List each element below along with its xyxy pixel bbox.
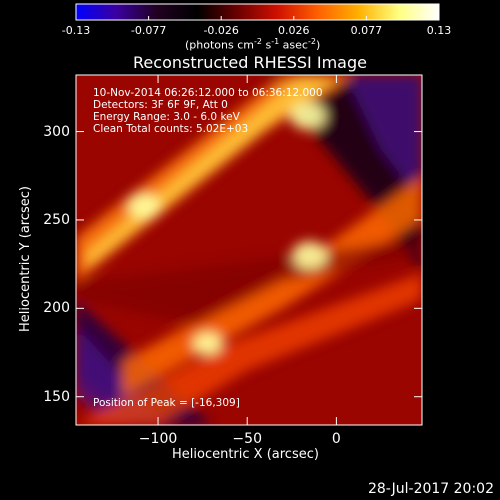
annotation-peak-position: Position of Peak = [-16,309]	[93, 397, 240, 409]
y-tick-label: 150	[43, 388, 70, 405]
heatmap	[76, 75, 422, 425]
footer-date: 28-Jul-2017 20:02	[367, 481, 494, 497]
annotation-energy-range: Energy Range: 3.0 - 6.0 keV	[93, 111, 240, 123]
annotation-clean-counts: Clean Total counts: 5.02E+03	[93, 123, 249, 135]
bright-ridge	[86, 75, 337, 270]
bright-ridge	[76, 272, 422, 425]
plot-frame	[75, 74, 423, 426]
annotation-time-range: 10-Nov-2014 06:26:12.000 to 06:36:12.000	[93, 87, 323, 99]
bright-source	[291, 241, 328, 270]
x-axis-label: Heliocentric X (arcsec)	[172, 447, 319, 462]
x-tick-label: 0	[331, 431, 341, 447]
bright-source	[127, 193, 160, 219]
x-tick-label: −50	[232, 431, 262, 447]
colorbar-tick-label: 0.13	[426, 24, 452, 37]
y-tick-label: 250	[43, 211, 70, 228]
colorbar-tick-label: -0.13	[61, 24, 91, 37]
y-tick-label: 300	[43, 123, 70, 140]
axis-ticks	[76, 75, 422, 425]
dark-band	[76, 237, 422, 327]
colorbar-tick-label: -0.026	[203, 24, 239, 37]
colorbar-tick-label: 0.077	[350, 24, 383, 37]
colorbar-tick-label: 0.026	[278, 24, 310, 37]
y-axis-label: Heliocentric Y (arcsec)	[18, 186, 33, 332]
bright-source	[289, 101, 326, 130]
bright-source	[192, 331, 224, 356]
colorbar-units: (photons cm-2 s-1 asec-2)	[185, 37, 321, 52]
colorbar-ticks	[75, 16, 440, 20]
colorbar	[75, 3, 440, 21]
y-tick-label: 200	[43, 300, 70, 317]
x-tick-label: −100	[138, 431, 178, 447]
colorbar-tick-label: -0.077	[130, 24, 167, 37]
annotation-detectors: Detectors: 3F 6F 9F, Att 0	[93, 99, 228, 111]
dark-region	[345, 75, 422, 203]
chart-title: Reconstructed RHESSI Image	[133, 53, 367, 72]
